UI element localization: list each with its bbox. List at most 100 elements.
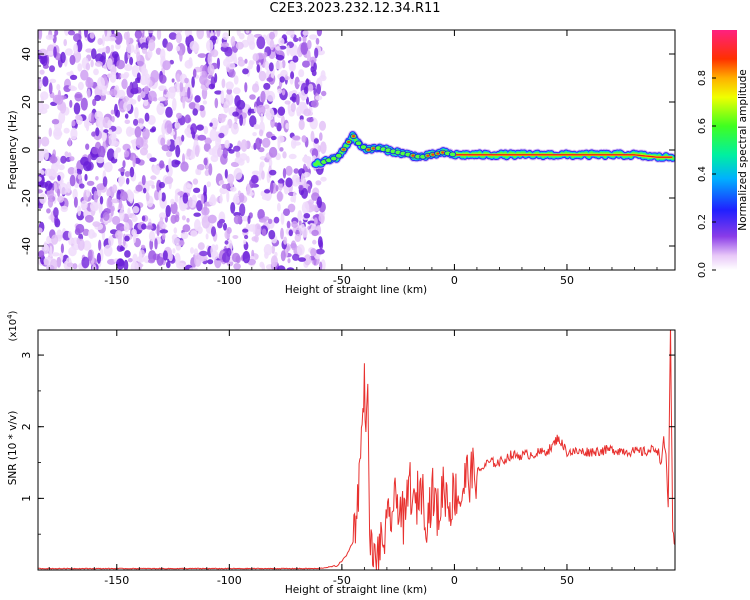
noise-speck xyxy=(106,197,113,210)
noise-speck xyxy=(171,78,175,83)
noise-speck xyxy=(42,76,49,87)
noise-speck xyxy=(321,90,327,97)
noise-speck xyxy=(245,30,250,34)
noise-speck xyxy=(153,96,158,102)
noise-speck xyxy=(235,41,244,50)
noise-speck xyxy=(68,231,72,239)
noise-speck xyxy=(96,183,106,191)
y-tick-label: 20 xyxy=(20,95,33,109)
noise-speck xyxy=(66,181,72,194)
noise-speck xyxy=(49,65,55,73)
noise-speck xyxy=(228,149,235,154)
noise-speck xyxy=(287,203,296,213)
noise-speck xyxy=(269,39,275,51)
noise-speck xyxy=(248,59,253,70)
noise-speck xyxy=(209,128,218,142)
noise-speck xyxy=(38,136,41,149)
noise-speck xyxy=(87,249,93,262)
trace-blob-core xyxy=(371,147,375,150)
noise-speck xyxy=(189,267,198,270)
noise-speck xyxy=(110,44,115,50)
noise-speck xyxy=(228,69,236,78)
noise-speck xyxy=(135,184,143,192)
noise-speck xyxy=(202,100,208,105)
noise-speck xyxy=(136,72,141,82)
noise-speck xyxy=(184,30,191,37)
noise-speck xyxy=(273,216,280,224)
noise-speck xyxy=(303,254,312,266)
noise-speck xyxy=(50,258,58,270)
noise-speck xyxy=(156,102,165,115)
noise-speck xyxy=(211,226,216,237)
noise-speck xyxy=(73,102,81,115)
noise-speck xyxy=(186,184,193,189)
noise-speck xyxy=(268,146,278,158)
noise-speck xyxy=(271,244,276,254)
noise-speck xyxy=(188,102,196,110)
noise-speck xyxy=(106,188,111,197)
spectrogram-y-ticks: -40 -20 0 20 40 xyxy=(20,29,675,271)
noise-speck xyxy=(220,90,225,103)
noise-speck xyxy=(91,112,95,125)
noise-speck xyxy=(175,45,181,52)
noise-speck xyxy=(194,253,202,267)
noise-speck xyxy=(111,215,121,225)
noise-speck xyxy=(159,216,164,228)
noise-speck xyxy=(53,127,62,140)
noise-speck xyxy=(286,45,291,56)
noise-speck xyxy=(159,74,167,84)
noise-speck xyxy=(278,37,285,46)
noise-speck xyxy=(68,137,72,147)
noise-speck xyxy=(256,64,261,73)
noise-speck xyxy=(82,228,90,236)
noise-speck xyxy=(73,196,78,208)
trace-blob-core xyxy=(436,152,440,155)
noise-speck xyxy=(146,180,155,187)
y-tick-label: 40 xyxy=(20,47,33,61)
noise-speck xyxy=(94,94,101,102)
noise-speck xyxy=(257,209,265,221)
noise-speck xyxy=(132,253,138,264)
noise-speck xyxy=(316,83,321,95)
noise-speck xyxy=(121,78,128,90)
x-tick-label: -150 xyxy=(104,274,129,287)
noise-speck xyxy=(311,70,317,77)
noise-speck xyxy=(85,48,93,53)
noise-speck xyxy=(111,30,115,34)
noise-speck xyxy=(133,118,139,126)
noise-speck xyxy=(164,176,174,185)
noise-speck xyxy=(158,190,163,202)
noise-speck xyxy=(239,153,248,161)
noise-speck xyxy=(269,31,275,40)
colorbar-tick-label: 0.2 xyxy=(697,214,708,230)
noise-speck xyxy=(122,160,126,169)
noise-speck xyxy=(233,145,241,152)
noise-speck xyxy=(43,260,49,266)
noise-speck xyxy=(107,36,117,42)
noise-speck xyxy=(239,203,246,217)
noise-speck xyxy=(277,135,285,144)
noise-speck xyxy=(53,207,59,218)
x-tick-label: 0 xyxy=(451,274,458,287)
noise-speck xyxy=(188,57,193,67)
snr-frame xyxy=(37,329,676,571)
noise-speck xyxy=(141,223,147,230)
noise-speck xyxy=(207,214,217,224)
noise-speck xyxy=(225,124,230,131)
noise-speck xyxy=(225,81,234,90)
noise-speck xyxy=(279,76,285,83)
noise-speck xyxy=(207,259,214,265)
noise-speck xyxy=(199,250,208,257)
noise-speck xyxy=(219,187,228,195)
colorbar-gradient xyxy=(712,30,737,270)
noise-speck xyxy=(247,215,251,225)
noise-speck xyxy=(242,68,249,75)
noise-speck xyxy=(173,30,183,34)
colorbar-tick-label: 0.0 xyxy=(697,262,708,278)
noise-speck xyxy=(184,127,192,136)
noise-speck xyxy=(289,30,295,39)
noise-speck xyxy=(236,30,241,37)
noise-speck xyxy=(207,52,213,66)
noise-speck xyxy=(221,183,229,189)
noise-speck xyxy=(263,51,268,58)
